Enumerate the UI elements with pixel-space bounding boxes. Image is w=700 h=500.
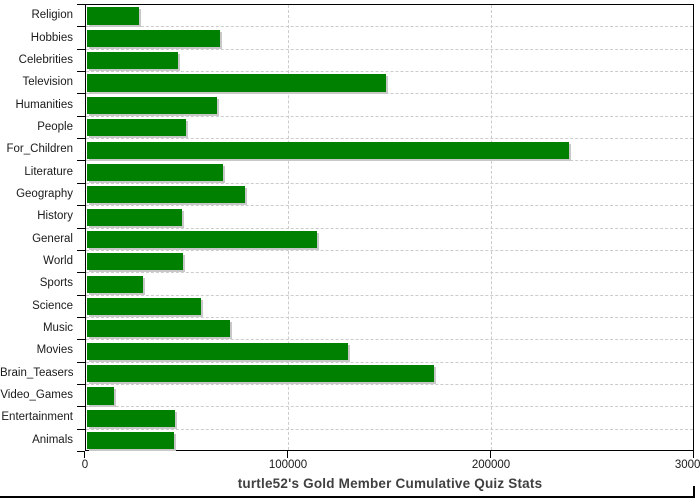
y-axis-label: Sports: [39, 277, 73, 290]
bar: [87, 432, 174, 450]
bar: [87, 230, 317, 249]
bar: [87, 208, 182, 226]
y-tick-mark: [77, 227, 85, 229]
y-axis-label: Television: [22, 76, 74, 89]
y-tick-mark: [77, 339, 85, 341]
y-axis-label: Entertainment: [1, 411, 73, 424]
y-tick-mark: [77, 428, 85, 430]
bar: [87, 119, 186, 137]
y-tick-mark: [77, 383, 85, 385]
bar: [87, 387, 114, 405]
bar: [87, 365, 434, 383]
horizontal-gridline: [86, 406, 693, 408]
y-tick-mark: [77, 249, 85, 251]
horizontal-gridline: [86, 383, 693, 385]
bar: [87, 52, 178, 70]
y-tick-mark: [77, 361, 85, 363]
horizontal-gridline: [86, 48, 693, 50]
y-axis-label: Humanities: [15, 98, 73, 111]
y-axis-label: World: [43, 255, 73, 268]
horizontal-gridline: [86, 249, 693, 251]
y-axis-label: General: [32, 232, 73, 245]
y-tick-mark: [77, 48, 85, 50]
x-tick-mark: [693, 451, 694, 458]
y-tick-mark: [77, 272, 85, 274]
bar: [87, 141, 569, 159]
bar: [87, 163, 223, 182]
chart-title: turtle52's Gold Member Cumulative Quiz S…: [237, 476, 543, 491]
bar: [87, 275, 143, 293]
horizontal-gridline: [86, 316, 693, 318]
horizontal-gridline: [86, 294, 693, 296]
y-tick-mark: [77, 160, 85, 162]
bottom-border-stub: [693, 486, 695, 498]
horizontal-gridline: [86, 361, 693, 363]
bottom-border-line: [0, 496, 695, 498]
bar: [87, 342, 348, 360]
y-axis-label: Video_Games: [0, 389, 73, 402]
y-tick-mark: [77, 115, 85, 117]
horizontal-gridline: [86, 339, 693, 341]
horizontal-gridline: [86, 93, 693, 95]
y-tick-mark: [77, 316, 85, 318]
x-tick-mark: [287, 451, 288, 458]
bar: [87, 253, 183, 271]
bar: [87, 409, 175, 427]
y-axis-label: Music: [42, 322, 73, 335]
bar: [87, 186, 245, 204]
y-tick-mark: [77, 294, 85, 296]
y-tick-mark: [77, 26, 85, 28]
y-tick-mark: [77, 406, 85, 408]
y-axis-label: Movies: [36, 344, 73, 357]
horizontal-gridline: [86, 138, 693, 140]
y-axis-label: For_Children: [6, 143, 73, 156]
y-tick-mark: [77, 205, 85, 207]
x-axis-tick-label: 0: [81, 459, 89, 471]
horizontal-gridline: [86, 26, 693, 28]
horizontal-gridline: [86, 227, 693, 229]
horizontal-gridline: [86, 182, 693, 184]
y-tick-mark: [77, 71, 85, 73]
x-tick-mark: [84, 451, 85, 458]
y-axis-label: People: [37, 120, 73, 133]
horizontal-gridline: [86, 205, 693, 207]
y-axis-label: Animals: [32, 433, 73, 446]
y-tick-mark: [77, 451, 85, 452]
y-tick-mark: [77, 4, 85, 5]
y-axis-label: Literature: [24, 165, 73, 178]
plot-area: [85, 4, 694, 451]
horizontal-gridline: [86, 71, 693, 73]
y-tick-mark: [77, 182, 85, 184]
x-axis-tick-label: 100000: [268, 459, 308, 471]
bar: [87, 29, 220, 47]
y-axis-label: Celebrities: [18, 53, 73, 66]
horizontal-gridline: [86, 428, 693, 430]
horizontal-gridline: [86, 272, 693, 274]
y-axis-label: Religion: [31, 9, 73, 22]
bar: [87, 96, 217, 114]
y-axis-label: Geography: [16, 187, 73, 200]
x-tick-mark: [490, 451, 491, 458]
horizontal-gridline: [86, 160, 693, 162]
x-axis-tick-label: 200000: [471, 459, 511, 471]
y-axis-label: Hobbies: [30, 31, 73, 44]
bar: [87, 7, 139, 25]
horizontal-gridline: [86, 115, 693, 117]
y-tick-mark: [77, 138, 85, 140]
bar: [87, 297, 201, 316]
bar: [87, 74, 386, 92]
y-tick-mark: [77, 93, 85, 95]
bar: [87, 320, 230, 338]
x-axis-tick-label: 300000: [674, 459, 700, 471]
y-axis-label: Brain_Teasers: [0, 366, 74, 379]
y-axis-label: Science: [32, 299, 73, 312]
y-axis-label: History: [37, 210, 73, 223]
